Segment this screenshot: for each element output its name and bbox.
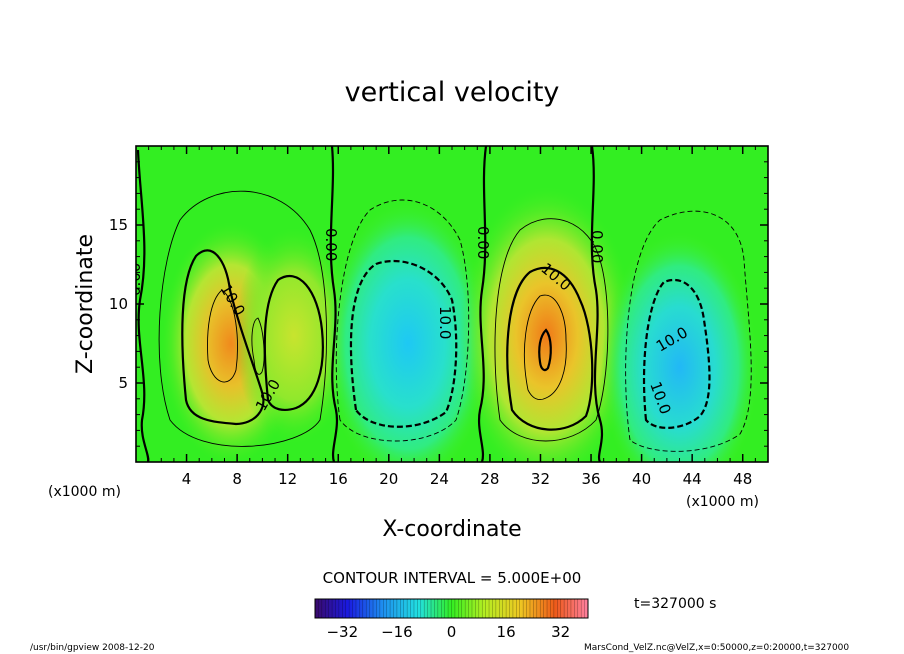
contour-label: 10.0 — [436, 306, 454, 339]
x-tick-label: 24 — [430, 470, 449, 488]
contour-10 — [506, 266, 594, 431]
zero-contour — [329, 146, 338, 462]
x-unit-left: (x1000 m) — [48, 484, 121, 500]
x-unit-right: (x1000 m) — [686, 494, 759, 510]
contour-10 — [263, 274, 324, 411]
zero-contour — [136, 149, 150, 462]
contour-15 — [207, 289, 238, 383]
colorbar-tick-label: −32 — [326, 623, 358, 641]
contour-5 — [158, 190, 328, 447]
x-tick-label: 48 — [733, 470, 752, 488]
x-tick-label: 4 — [182, 470, 192, 488]
zero-contour — [478, 146, 488, 462]
contour-minus-10 — [349, 259, 458, 428]
footer-dataset: MarsCond_VelZ.nc@VelZ,x=0:50000,z=0:2000… — [584, 643, 849, 653]
contour-label: 0.00 — [126, 263, 144, 296]
footer-program: /usr/bin/gpview 2008-12-20 — [30, 643, 155, 653]
x-tick-label: 40 — [632, 470, 651, 488]
contour-5 — [494, 218, 609, 442]
y-tick-label: 10 — [109, 295, 128, 313]
x-tick-label: 20 — [379, 470, 398, 488]
x-tick-label: 44 — [683, 470, 702, 488]
x-tick-label: 36 — [581, 470, 600, 488]
time-label: t=327000 s — [634, 596, 716, 612]
zero-contour — [590, 146, 604, 462]
colorbar-tick-label: 32 — [551, 623, 570, 641]
contour-label: 0.00 — [322, 228, 340, 261]
contour-minus-10 — [642, 279, 711, 429]
contour-15 — [524, 294, 567, 401]
contour-10 — [181, 249, 265, 426]
contour-label: 0.00 — [474, 226, 492, 259]
downdraft-cell — [324, 201, 491, 462]
x-axis-label: X-coordinate — [382, 517, 521, 542]
contour-label: 0.00 — [588, 230, 606, 263]
colorbar-tick-label: 0 — [447, 623, 457, 641]
x-axis: 4 8 12 16 20 24 28 32 36 40 44 48 — [148, 146, 756, 488]
contour-minus-5 — [335, 199, 470, 442]
x-tick-label: 12 — [278, 470, 297, 488]
colorbar-tick-label: 16 — [497, 623, 516, 641]
chart-title: vertical velocity — [345, 77, 560, 108]
x-tick-label: 28 — [480, 470, 499, 488]
y-tick-label: 15 — [109, 216, 128, 234]
y-axis: 5 10 15 — [109, 161, 768, 447]
contour-interval: CONTOUR INTERVAL = 5.000E+00 — [323, 569, 582, 587]
x-tick-label: 16 — [329, 470, 348, 488]
plot-area: 0.00 0.00 0.00 0.00 10.0 10.0 10.0 10.0 … — [126, 146, 768, 462]
x-tick-label: 8 — [232, 470, 242, 488]
contour-20 — [538, 328, 552, 372]
x-tick-label: 32 — [531, 470, 550, 488]
downdraft-cell — [600, 232, 759, 462]
y-tick-label: 5 — [118, 374, 128, 392]
contour-15 — [251, 317, 265, 375]
contour-lines — [136, 146, 752, 462]
contour-minus-5 — [625, 210, 752, 452]
colorbar-tick-label: −16 — [381, 623, 413, 641]
y-axis-label: Z-coordinate — [73, 234, 98, 374]
colorbar-ticks: −32 −16 0 16 32 — [326, 623, 570, 641]
